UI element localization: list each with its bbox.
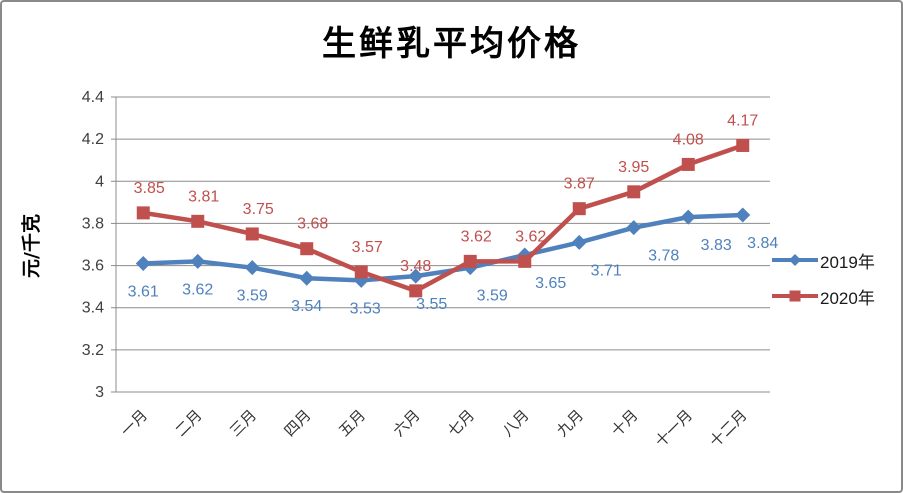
data-label: 3.62	[182, 281, 213, 298]
legend-item-2019: 2019年	[772, 247, 875, 273]
data-label: 3.62	[515, 228, 546, 245]
data-label: 3.53	[350, 300, 381, 317]
data-point	[354, 265, 368, 279]
data-point	[300, 242, 314, 256]
legend: 2019年 2020年	[772, 247, 875, 309]
x-tick-label: 五月	[335, 406, 369, 440]
data-point	[191, 214, 205, 228]
chart-title: 生鲜乳平均价格	[322, 24, 581, 64]
data-point	[680, 209, 696, 225]
legend-item-2020: 2020年	[772, 283, 875, 309]
legend-label-2020: 2020年	[820, 288, 875, 308]
data-point	[736, 138, 750, 152]
data-label: 3.87	[564, 176, 595, 193]
data-point	[571, 234, 587, 250]
x-tick-label: 六月	[390, 406, 424, 440]
data-label: 3.83	[701, 237, 732, 254]
data-point	[518, 254, 532, 268]
x-tick-label: 三月	[226, 406, 260, 440]
data-point	[572, 202, 586, 216]
data-point	[190, 253, 206, 269]
data-label: 3.68	[297, 216, 328, 233]
x-tick-label: 九月	[553, 406, 587, 440]
data-label: 3.54	[291, 298, 322, 315]
data-point	[135, 255, 151, 271]
data-point	[735, 207, 751, 223]
data-point	[409, 284, 423, 298]
x-tick-label: 一月	[117, 406, 151, 440]
y-tick-label: 4.2	[82, 131, 104, 148]
legend-label-2019: 2019年	[820, 252, 875, 272]
data-point	[626, 220, 642, 236]
data-point	[245, 227, 259, 241]
y-tick-label: 3.2	[82, 342, 104, 359]
legend-key-2019	[772, 254, 818, 266]
data-label: 3.78	[648, 248, 679, 265]
data-label: 3.75	[243, 201, 274, 218]
legend-key-2020	[772, 290, 818, 302]
data-label: 3.81	[188, 188, 219, 205]
data-point	[463, 254, 477, 268]
data-point	[681, 157, 695, 171]
data-label: 3.59	[477, 288, 508, 305]
x-tick-label: 二月	[172, 406, 206, 440]
data-label: 3.84	[747, 235, 778, 252]
series-0-line	[141, 212, 745, 283]
x-tick-label: 十月	[608, 406, 642, 440]
data-label: 3.65	[535, 275, 566, 292]
x-tick-label: 四月	[281, 406, 315, 440]
data-label: 3.62	[461, 228, 492, 245]
data-point	[299, 270, 315, 286]
x-tick-label: 七月	[444, 406, 478, 440]
x-tick-label: 十二月	[706, 406, 751, 451]
legend-diamond-marker	[789, 254, 801, 266]
data-point	[244, 260, 260, 276]
x-tick-label: 八月	[499, 406, 533, 440]
y-tick-label: 3.6	[82, 258, 104, 275]
data-label: 3.95	[618, 159, 649, 176]
data-label: 3.61	[128, 283, 159, 300]
data-point	[136, 206, 150, 220]
data-point	[627, 185, 641, 199]
series-1-line	[141, 143, 745, 294]
data-label: 3.48	[400, 258, 431, 275]
y-tick-label: 3.8	[82, 215, 104, 232]
data-label: 3.59	[237, 288, 268, 305]
y-tick-label: 3.4	[82, 300, 104, 317]
data-point	[408, 268, 424, 284]
data-label: 4.08	[673, 131, 704, 148]
y-tick-label: 3	[95, 384, 104, 401]
x-tick-label: 十一月	[652, 406, 697, 451]
legend-square-marker	[789, 290, 801, 302]
data-label: 4.17	[727, 112, 758, 129]
data-label: 3.71	[591, 262, 622, 279]
y-tick-label: 4.4	[82, 89, 104, 106]
data-label: 3.55	[416, 296, 447, 313]
data-label: 3.57	[352, 239, 383, 256]
data-label: 3.85	[134, 180, 165, 197]
y-tick-label: 4	[95, 173, 104, 190]
